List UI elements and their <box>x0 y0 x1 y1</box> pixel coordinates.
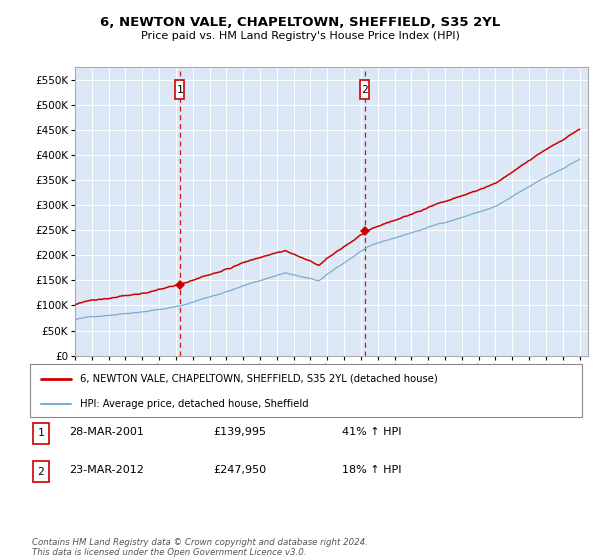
Text: 28-MAR-2001: 28-MAR-2001 <box>69 427 144 437</box>
FancyBboxPatch shape <box>175 80 184 99</box>
Text: HPI: Average price, detached house, Sheffield: HPI: Average price, detached house, Shef… <box>80 399 308 409</box>
Text: 6, NEWTON VALE, CHAPELTOWN, SHEFFIELD, S35 2YL (detached house): 6, NEWTON VALE, CHAPELTOWN, SHEFFIELD, S… <box>80 374 437 384</box>
FancyBboxPatch shape <box>33 461 49 482</box>
FancyBboxPatch shape <box>33 423 49 444</box>
Text: Price paid vs. HM Land Registry's House Price Index (HPI): Price paid vs. HM Land Registry's House … <box>140 31 460 41</box>
Text: 6, NEWTON VALE, CHAPELTOWN, SHEFFIELD, S35 2YL: 6, NEWTON VALE, CHAPELTOWN, SHEFFIELD, S… <box>100 16 500 29</box>
Text: 2: 2 <box>361 85 368 95</box>
Text: 41% ↑ HPI: 41% ↑ HPI <box>342 427 401 437</box>
FancyBboxPatch shape <box>360 80 370 99</box>
Text: 2: 2 <box>37 466 44 477</box>
Text: 18% ↑ HPI: 18% ↑ HPI <box>342 465 401 475</box>
Text: £139,995: £139,995 <box>213 427 266 437</box>
FancyBboxPatch shape <box>30 364 582 417</box>
Text: 1: 1 <box>37 428 44 438</box>
Text: £247,950: £247,950 <box>213 465 266 475</box>
Text: Contains HM Land Registry data © Crown copyright and database right 2024.
This d: Contains HM Land Registry data © Crown c… <box>32 538 368 557</box>
Text: 23-MAR-2012: 23-MAR-2012 <box>69 465 144 475</box>
Text: 1: 1 <box>176 85 183 95</box>
